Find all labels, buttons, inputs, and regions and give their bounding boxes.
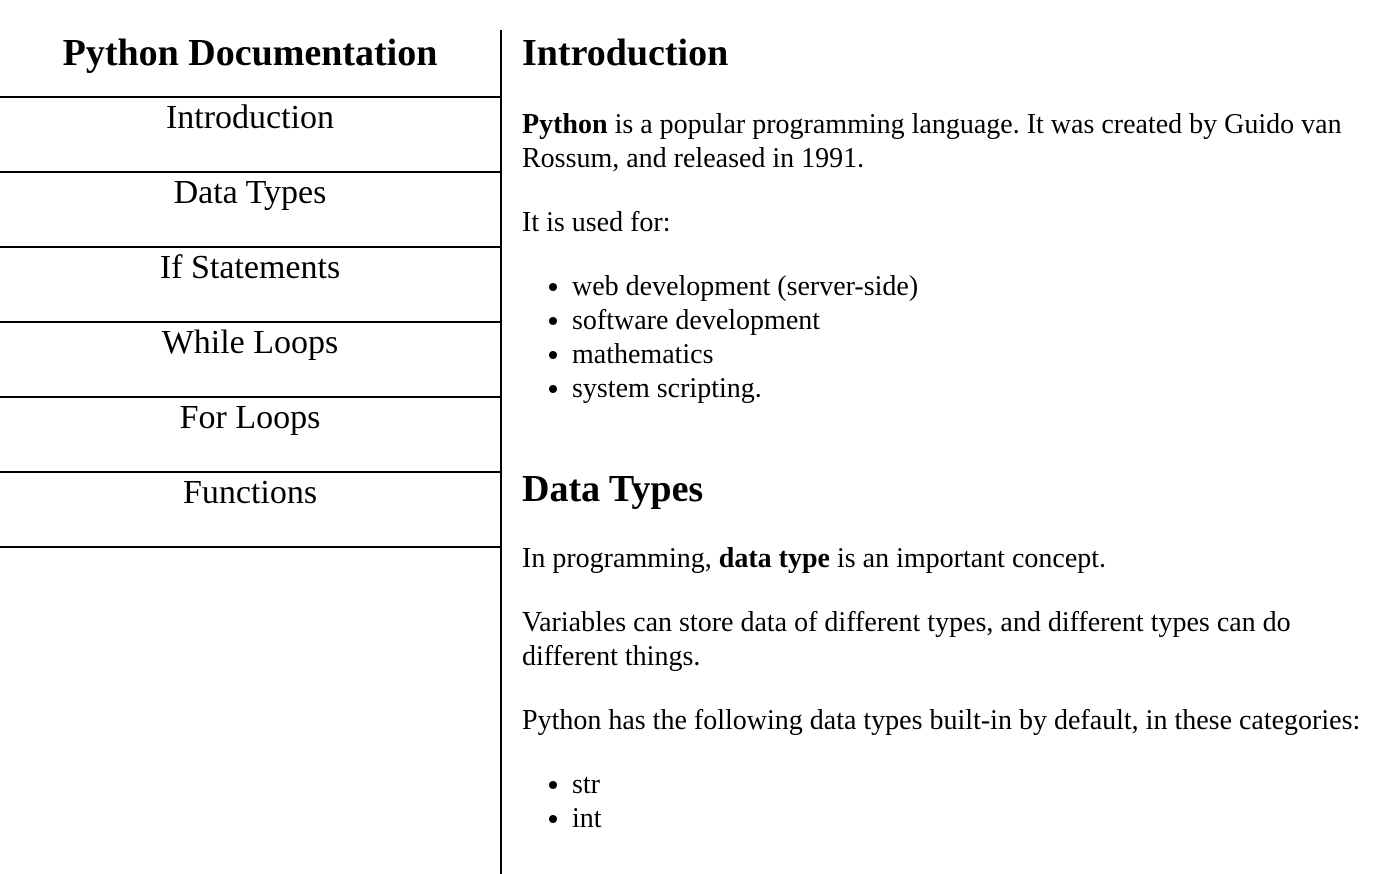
nav-link-for-loops[interactable]: For Loops: [0, 398, 500, 473]
data-types-p1-pre: In programming,: [522, 543, 719, 574]
list-item: str: [572, 768, 1362, 802]
data-types-paragraph-3: Python has the following data types buil…: [522, 705, 1361, 736]
list-item: web development (server-side): [572, 270, 1362, 304]
navbar: Python Documentation Introduction Data T…: [0, 30, 502, 874]
intro-paragraph: Python is a popular programming language…: [522, 108, 1362, 176]
intro-bold-python: Python: [522, 109, 608, 140]
list-item: mathematics: [572, 338, 1362, 372]
nav-link-introduction[interactable]: Introduction: [0, 98, 500, 173]
data-types-list: str int: [522, 768, 1362, 836]
intro-paragraph-text: is a popular programming language. It wa…: [522, 109, 1342, 174]
data-types-paragraph-1: In programming, data type is an importan…: [522, 542, 1362, 576]
main-doc: Introduction Python is a popular program…: [522, 30, 1362, 836]
list-item: system scripting.: [572, 372, 1362, 406]
intro-uses-list: web development (server-side) software d…: [522, 270, 1362, 406]
section-data-types: Data Types In programming, data type is …: [522, 466, 1362, 836]
navbar-title: Python Documentation: [0, 30, 500, 98]
list-item: software development: [572, 304, 1362, 338]
data-types-paragraph-2: Variables can store data of different ty…: [522, 607, 1291, 672]
nav-link-functions[interactable]: Functions: [0, 473, 500, 548]
intro-used-for: It is used for:: [522, 207, 671, 238]
nav-link-data-types[interactable]: Data Types: [0, 173, 500, 248]
nav-link-while-loops[interactable]: While Loops: [0, 323, 500, 398]
section-introduction: Introduction Python is a popular program…: [522, 30, 1362, 406]
data-types-p1-post: is an important concept.: [829, 543, 1107, 574]
nav-link-if-statements[interactable]: If Statements: [0, 248, 500, 323]
section-title-introduction: Introduction: [522, 32, 729, 74]
data-types-bold-data-type: data type: [718, 543, 830, 574]
list-item: int: [572, 802, 1362, 836]
section-title-data-types: Data Types: [522, 468, 704, 510]
